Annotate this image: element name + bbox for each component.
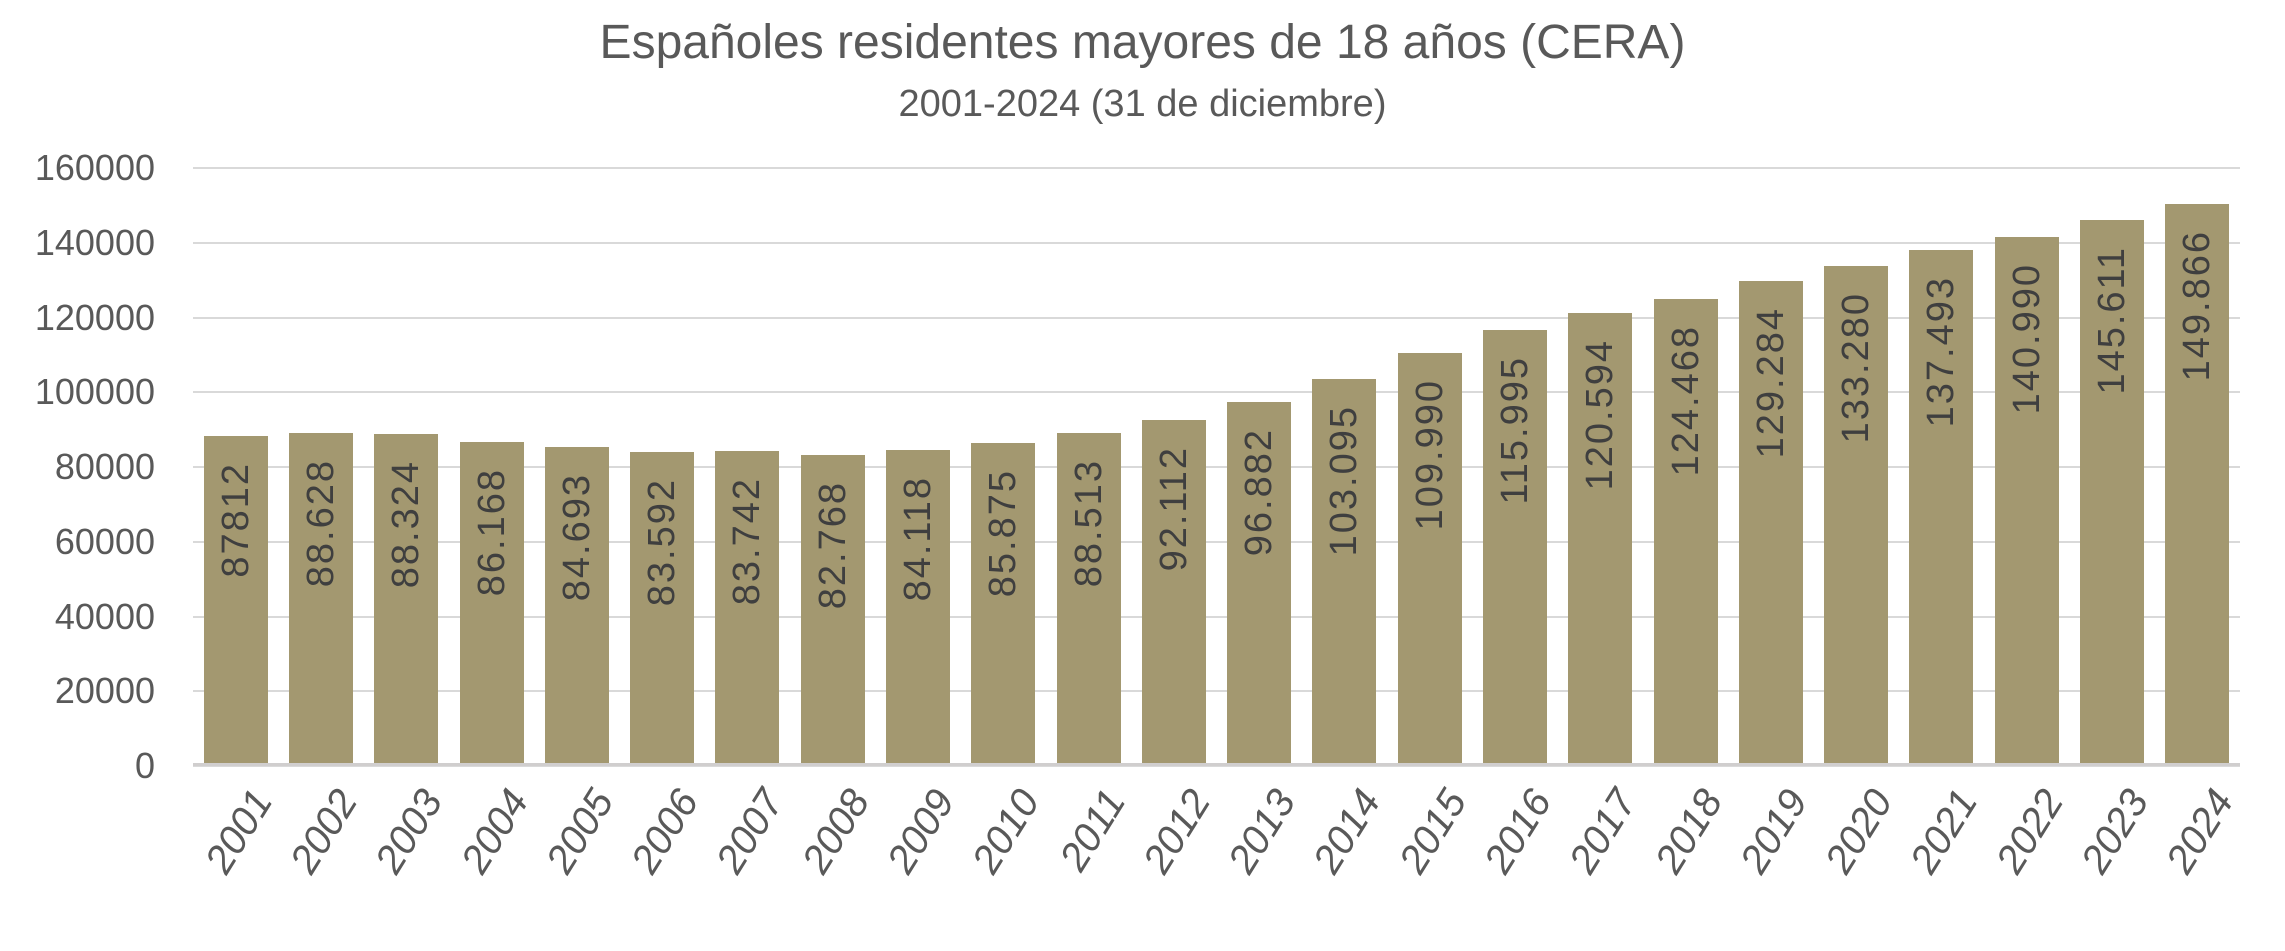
x-tick-label-2011: 2011 xyxy=(1050,782,1134,879)
bar-2021: 137.493 xyxy=(1909,250,1974,764)
x-tick-label-2016: 2016 xyxy=(1475,782,1561,881)
bar-2009: 84.118 xyxy=(885,449,950,764)
bar-value-label-2017: 120.594 xyxy=(1579,339,1622,491)
x-tick-label-2013: 2013 xyxy=(1219,782,1305,881)
x-tick-label-2003: 2003 xyxy=(367,782,452,881)
bar-2003: 88.324 xyxy=(374,433,439,764)
bar-value-label-2003: 88.324 xyxy=(385,459,428,589)
bar-value-label-2005: 84.693 xyxy=(555,473,598,602)
bar-value-label-2020: 133.280 xyxy=(1835,291,1878,444)
y-tick-label-80000: 80000 xyxy=(54,446,155,487)
y-tick-label-60000: 60000 xyxy=(54,520,155,562)
x-tick-label-2018: 2018 xyxy=(1646,782,1731,881)
bar-value-label-2016: 115.995 xyxy=(1494,356,1537,506)
x-tick-label-2021: 2021 xyxy=(1902,782,1987,881)
bar-2001: 87812 xyxy=(203,435,268,764)
gridline-20000 xyxy=(193,690,2240,693)
chart-subtitle: 2001-2024 (31 de diciembre) xyxy=(898,83,1387,125)
bar-2006: 83.592 xyxy=(630,451,695,764)
bar-value-label-2023: 145.611 xyxy=(2091,245,2134,395)
x-tick-label-2001: 2001 xyxy=(196,782,281,881)
bar-2016: 115.995 xyxy=(1483,330,1548,764)
gridline-120000 xyxy=(193,316,2240,319)
bar-2012: 92.112 xyxy=(1141,419,1206,764)
y-tick-label-100000: 100000 xyxy=(34,371,155,413)
bar-2011: 88.513 xyxy=(1056,433,1121,764)
x-tick-label-2014: 2014 xyxy=(1305,782,1390,881)
x-axis-line xyxy=(193,763,2240,766)
x-tick-label-2023: 2023 xyxy=(2072,782,2158,881)
bar-value-label-2007: 83.742 xyxy=(726,477,769,606)
bar-2005: 84.693 xyxy=(544,447,609,764)
x-tick-label-2007: 2007 xyxy=(708,782,793,881)
gridline-0 xyxy=(193,765,2240,767)
bar-2010: 85.875 xyxy=(971,443,1036,764)
bar-2020: 133.280 xyxy=(1824,265,1889,764)
x-tick-label-2015: 2015 xyxy=(1390,782,1476,881)
x-tick-label-2022: 2022 xyxy=(1987,782,2073,881)
y-tick-label-160000: 160000 xyxy=(34,147,155,188)
bar-value-label-2021: 137.493 xyxy=(1920,276,1963,428)
bar-2004: 86.168 xyxy=(459,441,524,764)
bar-2018: 124.468 xyxy=(1653,298,1718,764)
x-tick-label-2012: 2012 xyxy=(1134,782,1220,881)
x-tick-label-2020: 2020 xyxy=(1817,782,1902,881)
x-tick-label-2019: 2019 xyxy=(1731,782,1817,881)
bar-value-label-2019: 129.284 xyxy=(1749,306,1792,459)
bar-value-label-2011: 88.513 xyxy=(1067,459,1110,588)
x-tick-label-2024: 2024 xyxy=(2158,782,2243,881)
bar-value-label-2006: 83.592 xyxy=(641,477,684,606)
y-tick-label-120000: 120000 xyxy=(34,296,155,338)
x-tick-label-2002: 2002 xyxy=(281,782,367,881)
bar-2019: 129.284 xyxy=(1738,280,1803,764)
bar-2017: 120.594 xyxy=(1568,313,1633,764)
bar-2022: 140.990 xyxy=(1994,237,2059,764)
bar-value-label-2004: 86.168 xyxy=(470,467,513,597)
gridline-80000 xyxy=(193,466,2240,468)
x-tick-label-2006: 2006 xyxy=(622,782,708,881)
x-tick-label-2005: 2005 xyxy=(537,782,623,881)
x-tick-label-2009: 2009 xyxy=(878,782,964,881)
chart-title: Españoles residentes mayores de 18 años … xyxy=(599,16,1686,69)
gridline-100000 xyxy=(193,391,2240,394)
bar-value-label-2024: 149.866 xyxy=(2176,229,2219,382)
bar-value-label-2013: 96.882 xyxy=(1238,427,1281,557)
y-tick-label-140000: 140000 xyxy=(34,221,155,263)
x-tick-label-2004: 2004 xyxy=(452,782,537,881)
x-tick-label-2008: 2008 xyxy=(793,782,879,881)
gridline-40000 xyxy=(193,615,2240,618)
bar-value-label-2010: 85.875 xyxy=(982,469,1025,598)
plot-area: 87812 88.628 88.324 86.168 84.693 83.592 83.74… xyxy=(193,167,2240,767)
bar-value-label-2018: 124.468 xyxy=(1664,324,1707,477)
bar-2008: 82.768 xyxy=(800,454,865,764)
y-tick-label-0: 0 xyxy=(134,745,155,786)
bar-value-label-2008: 82.768 xyxy=(811,480,854,609)
gridline-160000 xyxy=(193,167,2240,169)
bar-value-label-2002: 88.628 xyxy=(299,458,342,587)
bar-value-label-2012: 92.112 xyxy=(1152,445,1195,572)
bar-value-label-2015: 109.990 xyxy=(1408,378,1451,531)
bar-2007: 83.742 xyxy=(715,451,780,764)
y-tick-label-40000: 40000 xyxy=(54,595,155,637)
bar-2024: 149.866 xyxy=(2165,203,2230,764)
x-tick-label-2010: 2010 xyxy=(964,782,1049,881)
y-tick-label-20000: 20000 xyxy=(54,670,155,712)
bar-value-label-2001: 87812 xyxy=(214,461,257,578)
bar-2002: 88.628 xyxy=(288,432,353,764)
gridline-60000 xyxy=(193,540,2240,543)
x-tick-label-2017: 2017 xyxy=(1561,782,1646,881)
bar-2015: 109.990 xyxy=(1397,352,1462,764)
bar-2013: 96.882 xyxy=(1227,401,1292,764)
bar-value-label-2009: 84.118 xyxy=(896,475,939,602)
bar-2023: 145.611 xyxy=(2080,219,2145,764)
bar-value-label-2022: 140.990 xyxy=(2005,263,2048,415)
bar-2014: 103.095 xyxy=(1312,378,1377,764)
gridline-140000 xyxy=(193,241,2240,244)
bar-value-label-2014: 103.095 xyxy=(1323,404,1366,557)
